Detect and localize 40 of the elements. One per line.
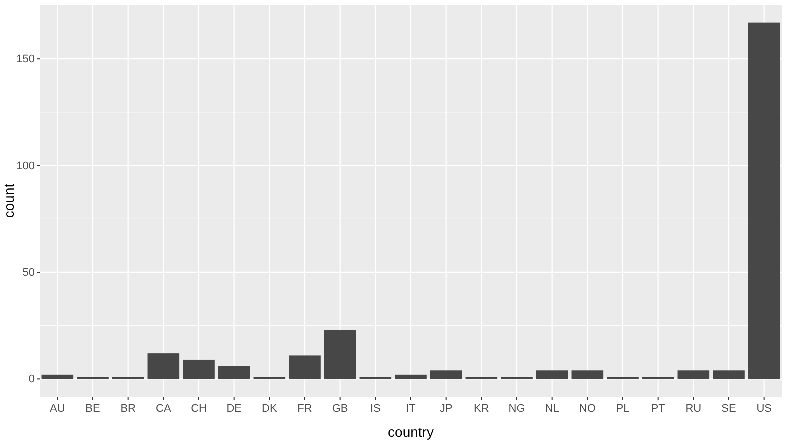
bar [430, 370, 462, 380]
x-tick-label: SE [722, 403, 736, 415]
bar [395, 374, 427, 380]
bar [183, 360, 215, 380]
x-tick-label: NG [508, 403, 526, 415]
bar [289, 356, 321, 380]
x-tick-label: KR [474, 403, 490, 415]
y-tick-label: 150 [16, 54, 35, 66]
x-tick-label: PT [651, 403, 666, 415]
x-tick-label: IS [370, 403, 381, 415]
y-tick-label: 50 [22, 267, 35, 280]
x-tick-label: CA [156, 403, 172, 415]
x-tick-label: CH [191, 403, 207, 415]
x-tick-label: NO [579, 403, 596, 415]
bar [572, 370, 604, 380]
x-tick-label: AU [50, 403, 66, 415]
bar [678, 370, 710, 380]
x-tick-label: US [756, 403, 772, 415]
y-axis-title: count [1, 184, 17, 218]
x-tick-label: PL [616, 403, 630, 415]
x-tick-label: IT [406, 403, 416, 415]
bar [748, 22, 780, 380]
x-tick-label: JP [440, 403, 453, 415]
x-tick-label: BE [86, 403, 100, 415]
bar [324, 330, 356, 380]
x-tick-label: BR [120, 403, 136, 415]
x-tick-label: NL [545, 403, 560, 415]
x-tick-label: RU [686, 403, 702, 415]
x-tick-label: FR [298, 403, 312, 415]
y-tick-label: 0 [28, 374, 35, 386]
bar [536, 370, 568, 380]
bar [42, 374, 74, 380]
x-tick-label: GB [332, 403, 348, 415]
bar [218, 366, 250, 380]
x-tick-label: DK [262, 403, 278, 415]
bar [713, 370, 745, 380]
y-tick-label: 100 [16, 160, 35, 172]
bar [148, 354, 180, 380]
x-axis-title: country [388, 424, 434, 440]
x-tick-label: DE [226, 403, 242, 415]
